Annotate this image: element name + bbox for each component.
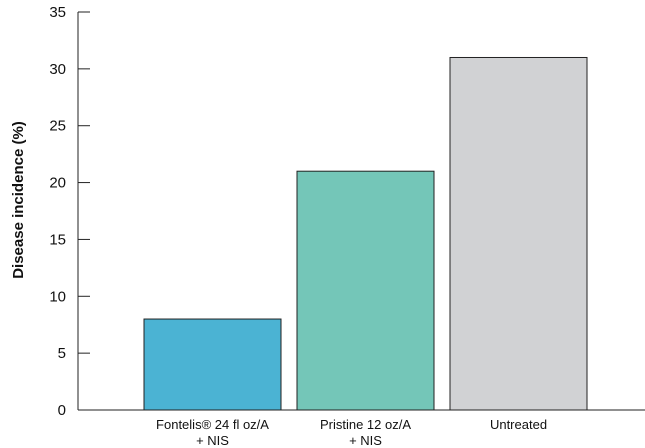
y-tick-label: 15 <box>49 231 66 248</box>
y-tick-label: 10 <box>49 288 66 305</box>
y-tick-label: 20 <box>49 175 66 192</box>
x-category-label: Fontelis® 24 fl oz/A <box>156 417 269 432</box>
x-category-label: Untreated <box>490 417 547 432</box>
y-tick-label: 25 <box>49 118 66 135</box>
y-tick-label: 0 <box>58 402 66 419</box>
y-axis: 0 5 10 15 20 25 30 35 <box>49 4 90 419</box>
y-tick-label: 30 <box>49 61 66 78</box>
x-category-label-line2: + NIS <box>196 433 229 448</box>
y-tick-label: 35 <box>49 4 66 21</box>
bar <box>449 56 588 411</box>
y-tick-label: 5 <box>58 345 66 362</box>
y-axis-title: Disease incidence (%) <box>10 121 27 279</box>
bar <box>296 170 435 411</box>
x-category-label: Pristine 12 oz/A <box>320 417 411 432</box>
bars <box>143 56 588 411</box>
bar <box>143 318 282 411</box>
x-category-label-line2: + NIS <box>349 433 382 448</box>
